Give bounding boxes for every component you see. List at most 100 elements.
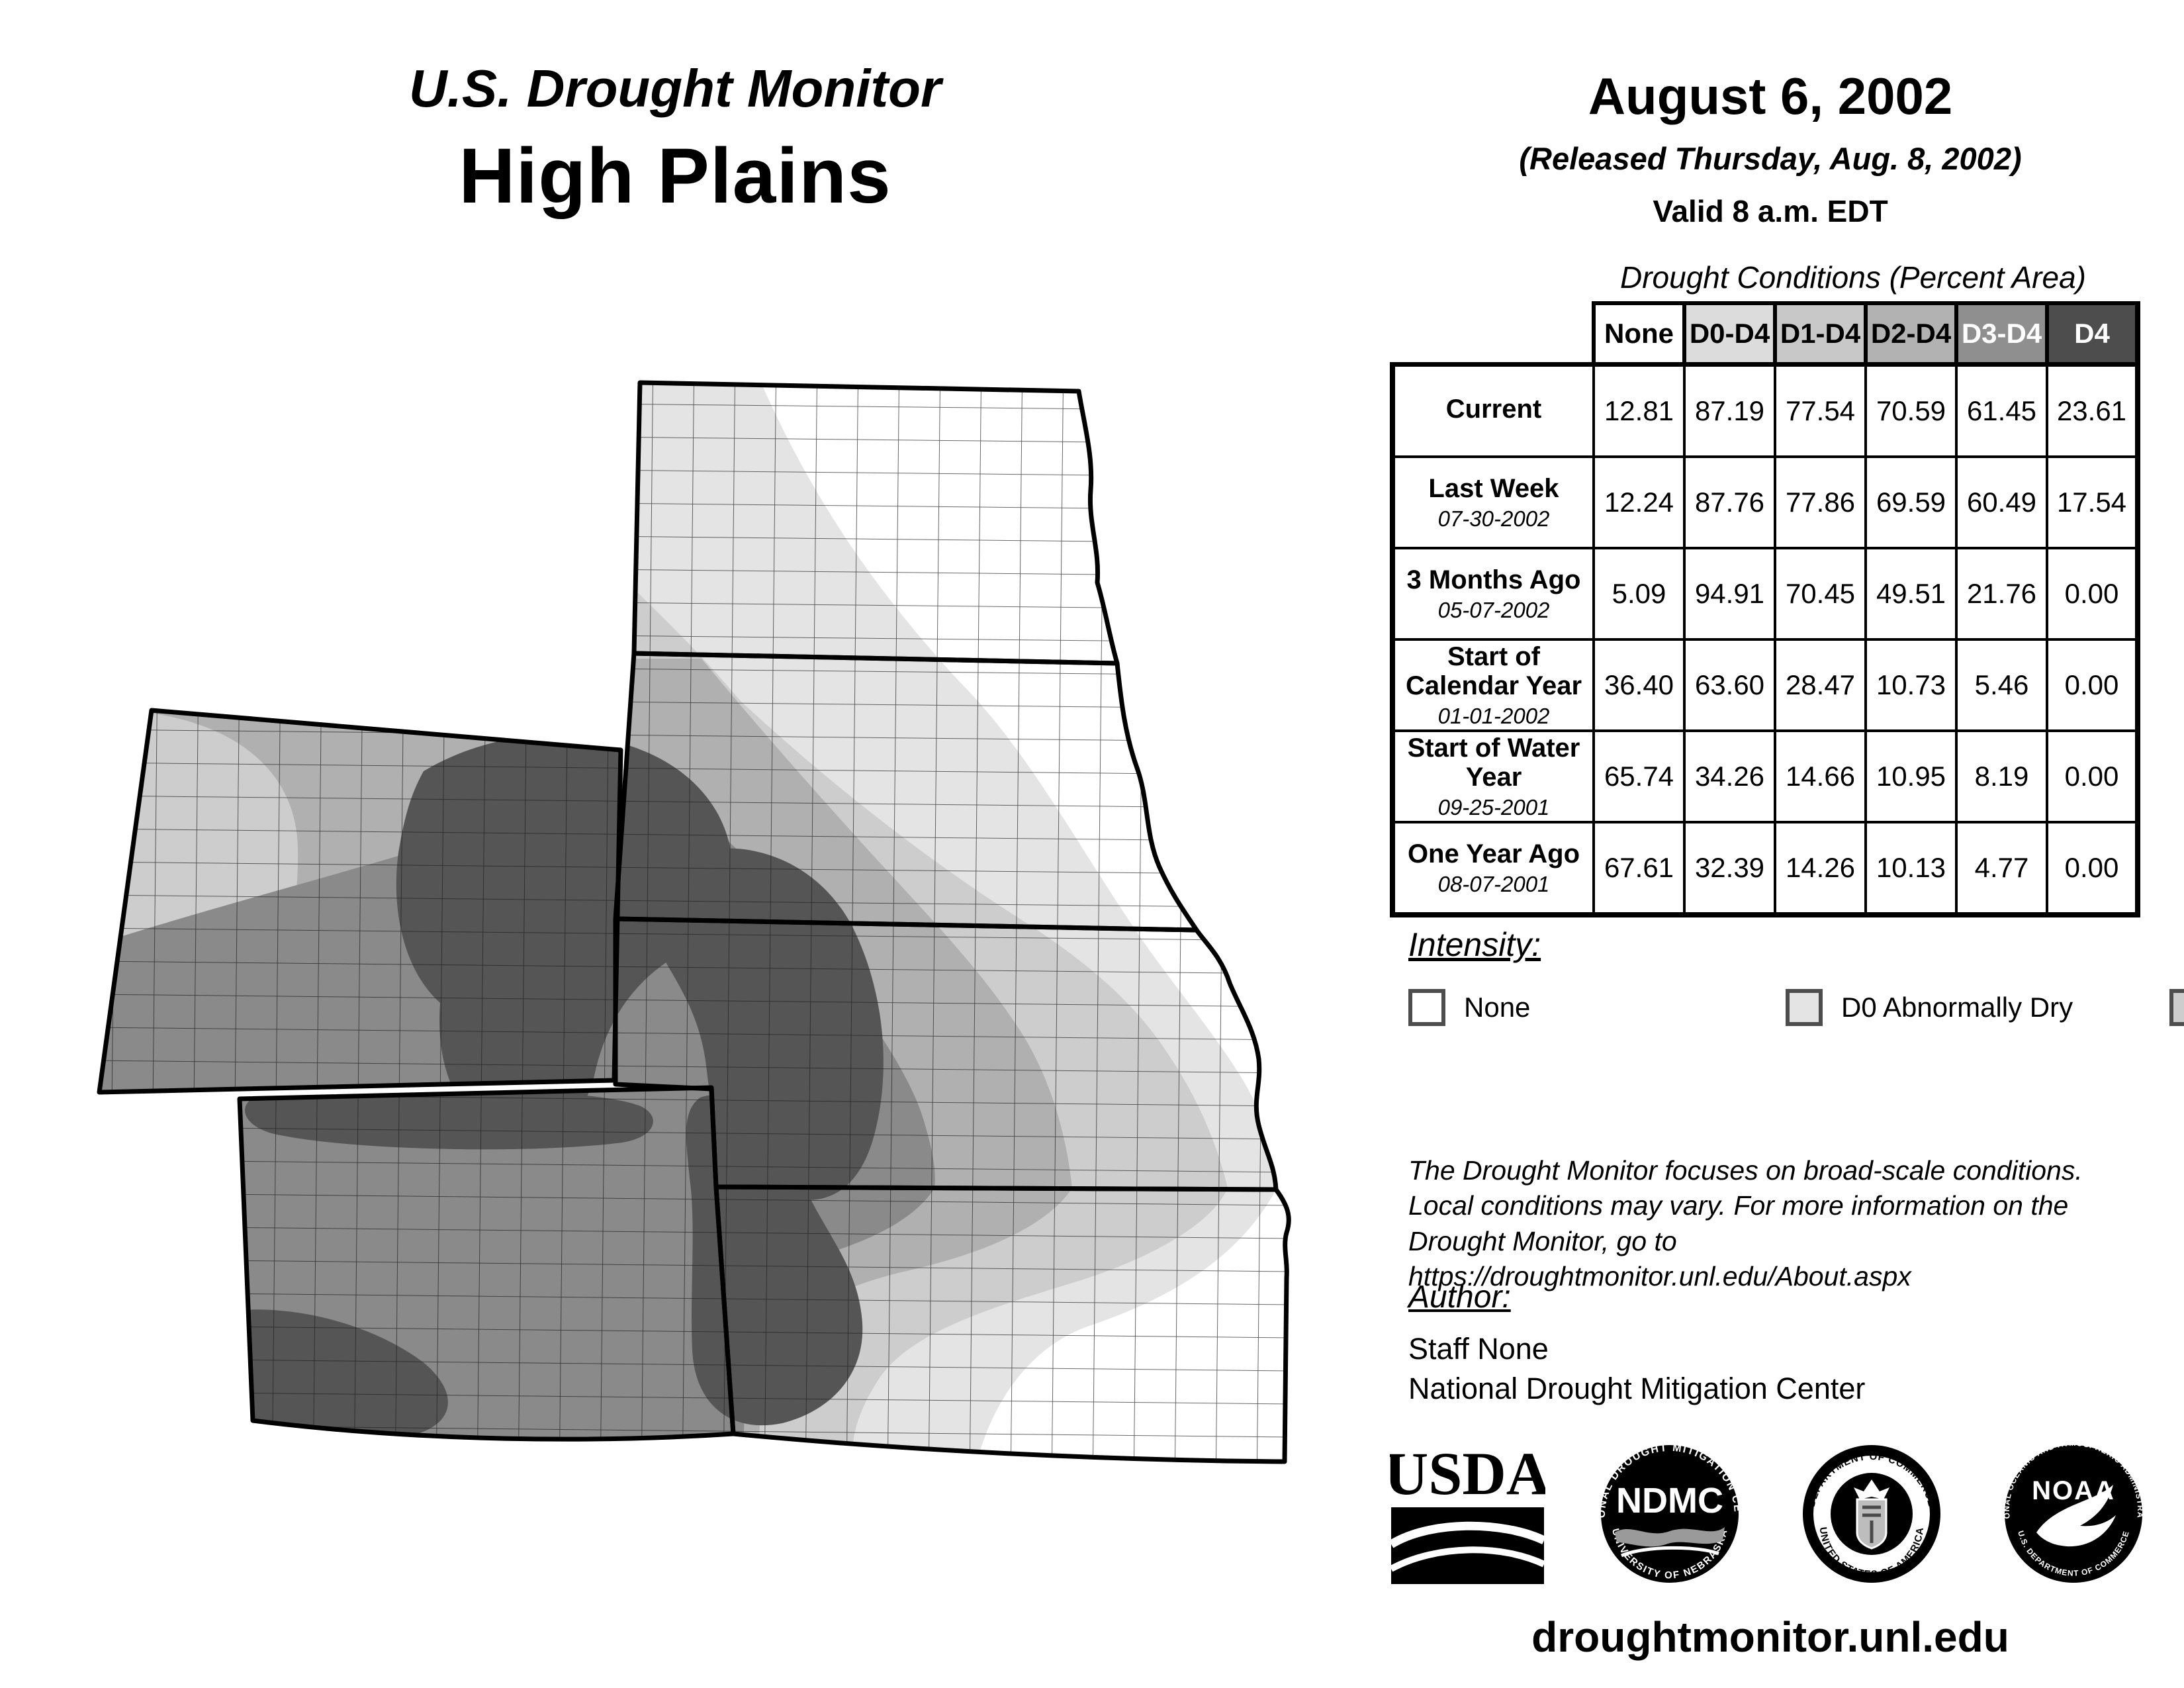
cell-value: 60.49 <box>1955 455 2048 549</box>
disclaimer-line: Drought Monitor, go to https://droughtmo… <box>1408 1225 1911 1291</box>
noaa-seagull-icon <box>2036 1485 2116 1547</box>
legend-item-none: None <box>1408 981 1786 1034</box>
ndmc-wave-icon <box>1615 1527 1725 1547</box>
cell-value: 70.59 <box>1864 362 1958 458</box>
state-border-wyoming <box>97 708 623 1095</box>
intensity-legend: None D0 Abnormally Dry D1 Moderate Droug… <box>1408 981 2184 1034</box>
col-header-d1-d4: D1-D4 <box>1773 301 1868 367</box>
cell-value: 10.73 <box>1864 638 1958 732</box>
table-title: Drought Conditions (Percent Area) <box>1620 260 2086 295</box>
noaa-logo: NATIONAL OCEANIC AND ATMOSPHERIC ADMINIS… <box>1995 1433 2144 1583</box>
usda-swoosh2-icon <box>1390 1546 1545 1572</box>
legend-item-d0: D0 Abnormally Dry <box>1786 981 2169 1034</box>
usda-logo-text: USDA <box>1390 1440 1545 1507</box>
col-header-d4: D4 <box>2045 301 2140 367</box>
col-header-none: None <box>1592 301 1686 367</box>
row-label-last-week: Last Week 07-30-2002 <box>1390 455 1595 549</box>
col-header-d0-d4: D0-D4 <box>1682 301 1777 367</box>
author-organization: National Drought Mitigation Center <box>1408 1372 1866 1405</box>
cell-value: 0.00 <box>2046 638 2140 732</box>
cell-value: 34.26 <box>1683 729 1776 823</box>
cell-value: 69.59 <box>1864 455 1958 549</box>
website-url: droughtmonitor.unl.edu <box>1531 1613 2009 1661</box>
row-label-3-months-ago: 3 Months Ago 05-07-2002 <box>1390 547 1595 641</box>
state-border-nebraska <box>613 916 1279 1192</box>
cell-value: 61.45 <box>1955 362 2048 458</box>
table-corner-cell <box>1392 303 1594 365</box>
ndmc-logo: NATIONAL DROUGHT MITIGATION CENTER UNIVE… <box>1592 1433 1742 1583</box>
row-label-start-calendar-year: Start of Calendar Year 01-01-2002 <box>1390 638 1595 732</box>
table-row: Start of Calendar Year 01-01-2002 36.40 … <box>1390 638 2140 732</box>
map-date: August 6, 2002 <box>1588 67 1953 125</box>
release-date: (Released Thursday, Aug. 8, 2002) <box>1519 141 2022 176</box>
cell-value: 10.95 <box>1864 729 1958 823</box>
ndmc-center-text: NDMC <box>1616 1481 1723 1521</box>
row-label-one-year-ago: One Year Ago 08-07-2001 <box>1390 821 1595 917</box>
cell-value: 28.47 <box>1774 638 1867 732</box>
cell-value: 5.09 <box>1592 547 1686 641</box>
cell-value: 10.13 <box>1864 821 1958 917</box>
state-border-colorado <box>237 1085 736 1442</box>
cell-value: 70.45 <box>1774 547 1867 641</box>
legend-item-d1: D1 Moderate Drought <box>2169 981 2184 1034</box>
row-label-start-water-year: Start of Water Year 09-25-2001 <box>1390 729 1595 823</box>
cell-value: 0.00 <box>2046 729 2140 823</box>
cell-value: 5.46 <box>1955 638 2048 732</box>
cell-value: 23.61 <box>2046 362 2140 458</box>
cell-value: 0.00 <box>2046 821 2140 917</box>
table-row: Start of Water Year 09-25-2001 65.74 34.… <box>1390 729 2140 823</box>
cell-value: 14.26 <box>1774 821 1867 917</box>
cell-value: 12.81 <box>1592 362 1686 458</box>
legend-swatch-none <box>1408 989 1445 1026</box>
author-name: Staff None <box>1408 1332 1549 1366</box>
cell-value: 8.19 <box>1955 729 2048 823</box>
table-row: One Year Ago 08-07-2001 67.61 32.39 14.2… <box>1390 821 2140 917</box>
valid-time: Valid 8 a.m. EDT <box>1653 194 1888 228</box>
disclaimer-text: The Drought Monitor focuses on broad-sca… <box>1408 1153 2183 1294</box>
state-border-south-dakota <box>613 651 1199 933</box>
col-header-d2-d4: D2-D4 <box>1864 301 1958 367</box>
col-header-d3-d4: D3-D4 <box>1954 301 2049 367</box>
cell-value: 0.00 <box>2046 547 2140 641</box>
cell-value: 94.91 <box>1683 547 1776 641</box>
cell-value: 65.74 <box>1592 729 1686 823</box>
disclaimer-line: The Drought Monitor focuses on broad-sca… <box>1408 1155 2083 1186</box>
cell-value: 67.61 <box>1592 821 1686 917</box>
cell-value: 49.51 <box>1864 547 1958 641</box>
table-header-row: None D0-D4 D1-D4 D2-D4 D3-D4 D4 <box>1392 301 2140 367</box>
legend-heading: Intensity: <box>1408 926 1541 963</box>
cell-value: 17.54 <box>2046 455 2140 549</box>
commerce-shield-detail <box>1862 1505 1881 1543</box>
cell-value: 32.39 <box>1683 821 1776 917</box>
report-title: U.S. Drought Monitor <box>408 59 942 118</box>
agency-logos: USDA NATIONAL DROUGHT MITIGATION CENTER … <box>1390 1430 2151 1595</box>
author-heading: Author: <box>1408 1280 1511 1315</box>
cell-value: 77.54 <box>1774 362 1867 458</box>
commerce-logo: DEPARTMENT OF COMMERCE UNITED STATES OF … <box>1803 1445 1940 1583</box>
region-title: High Plains <box>459 132 891 220</box>
cell-value: 4.77 <box>1955 821 2048 917</box>
usda-logo: USDA <box>1390 1440 1545 1584</box>
cell-value: 21.76 <box>1955 547 2048 641</box>
usda-swoosh-icon <box>1390 1521 1545 1548</box>
ndmc-wave2-icon <box>1621 1546 1719 1558</box>
cell-value: 14.66 <box>1774 729 1867 823</box>
commerce-eagle-icon <box>1854 1479 1889 1499</box>
table-row: Current 12.81 87.19 77.54 70.59 61.45 23… <box>1390 362 2140 458</box>
cell-value: 87.19 <box>1683 362 1776 458</box>
table-row: Last Week 07-30-2002 12.24 87.76 77.86 6… <box>1390 455 2140 549</box>
cell-value: 36.40 <box>1592 638 1686 732</box>
disclaimer-line: Local conditions may vary. For more info… <box>1408 1190 2069 1221</box>
state-border-north-dakota <box>631 380 1120 666</box>
cell-value: 12.24 <box>1592 455 1686 549</box>
table-row: 3 Months Ago 05-07-2002 5.09 94.91 70.45… <box>1390 547 2140 641</box>
drought-conditions-table: None D0-D4 D1-D4 D2-D4 D3-D4 D4 Current … <box>1390 301 2140 917</box>
usda-logo-field <box>1391 1507 1544 1584</box>
legend-swatch-d1 <box>2169 989 2184 1026</box>
cell-value: 63.60 <box>1683 638 1776 732</box>
cell-value: 87.76 <box>1683 455 1776 549</box>
row-label-current: Current <box>1390 362 1595 458</box>
legend-swatch-d0 <box>1786 989 1823 1026</box>
cell-value: 77.86 <box>1774 455 1867 549</box>
